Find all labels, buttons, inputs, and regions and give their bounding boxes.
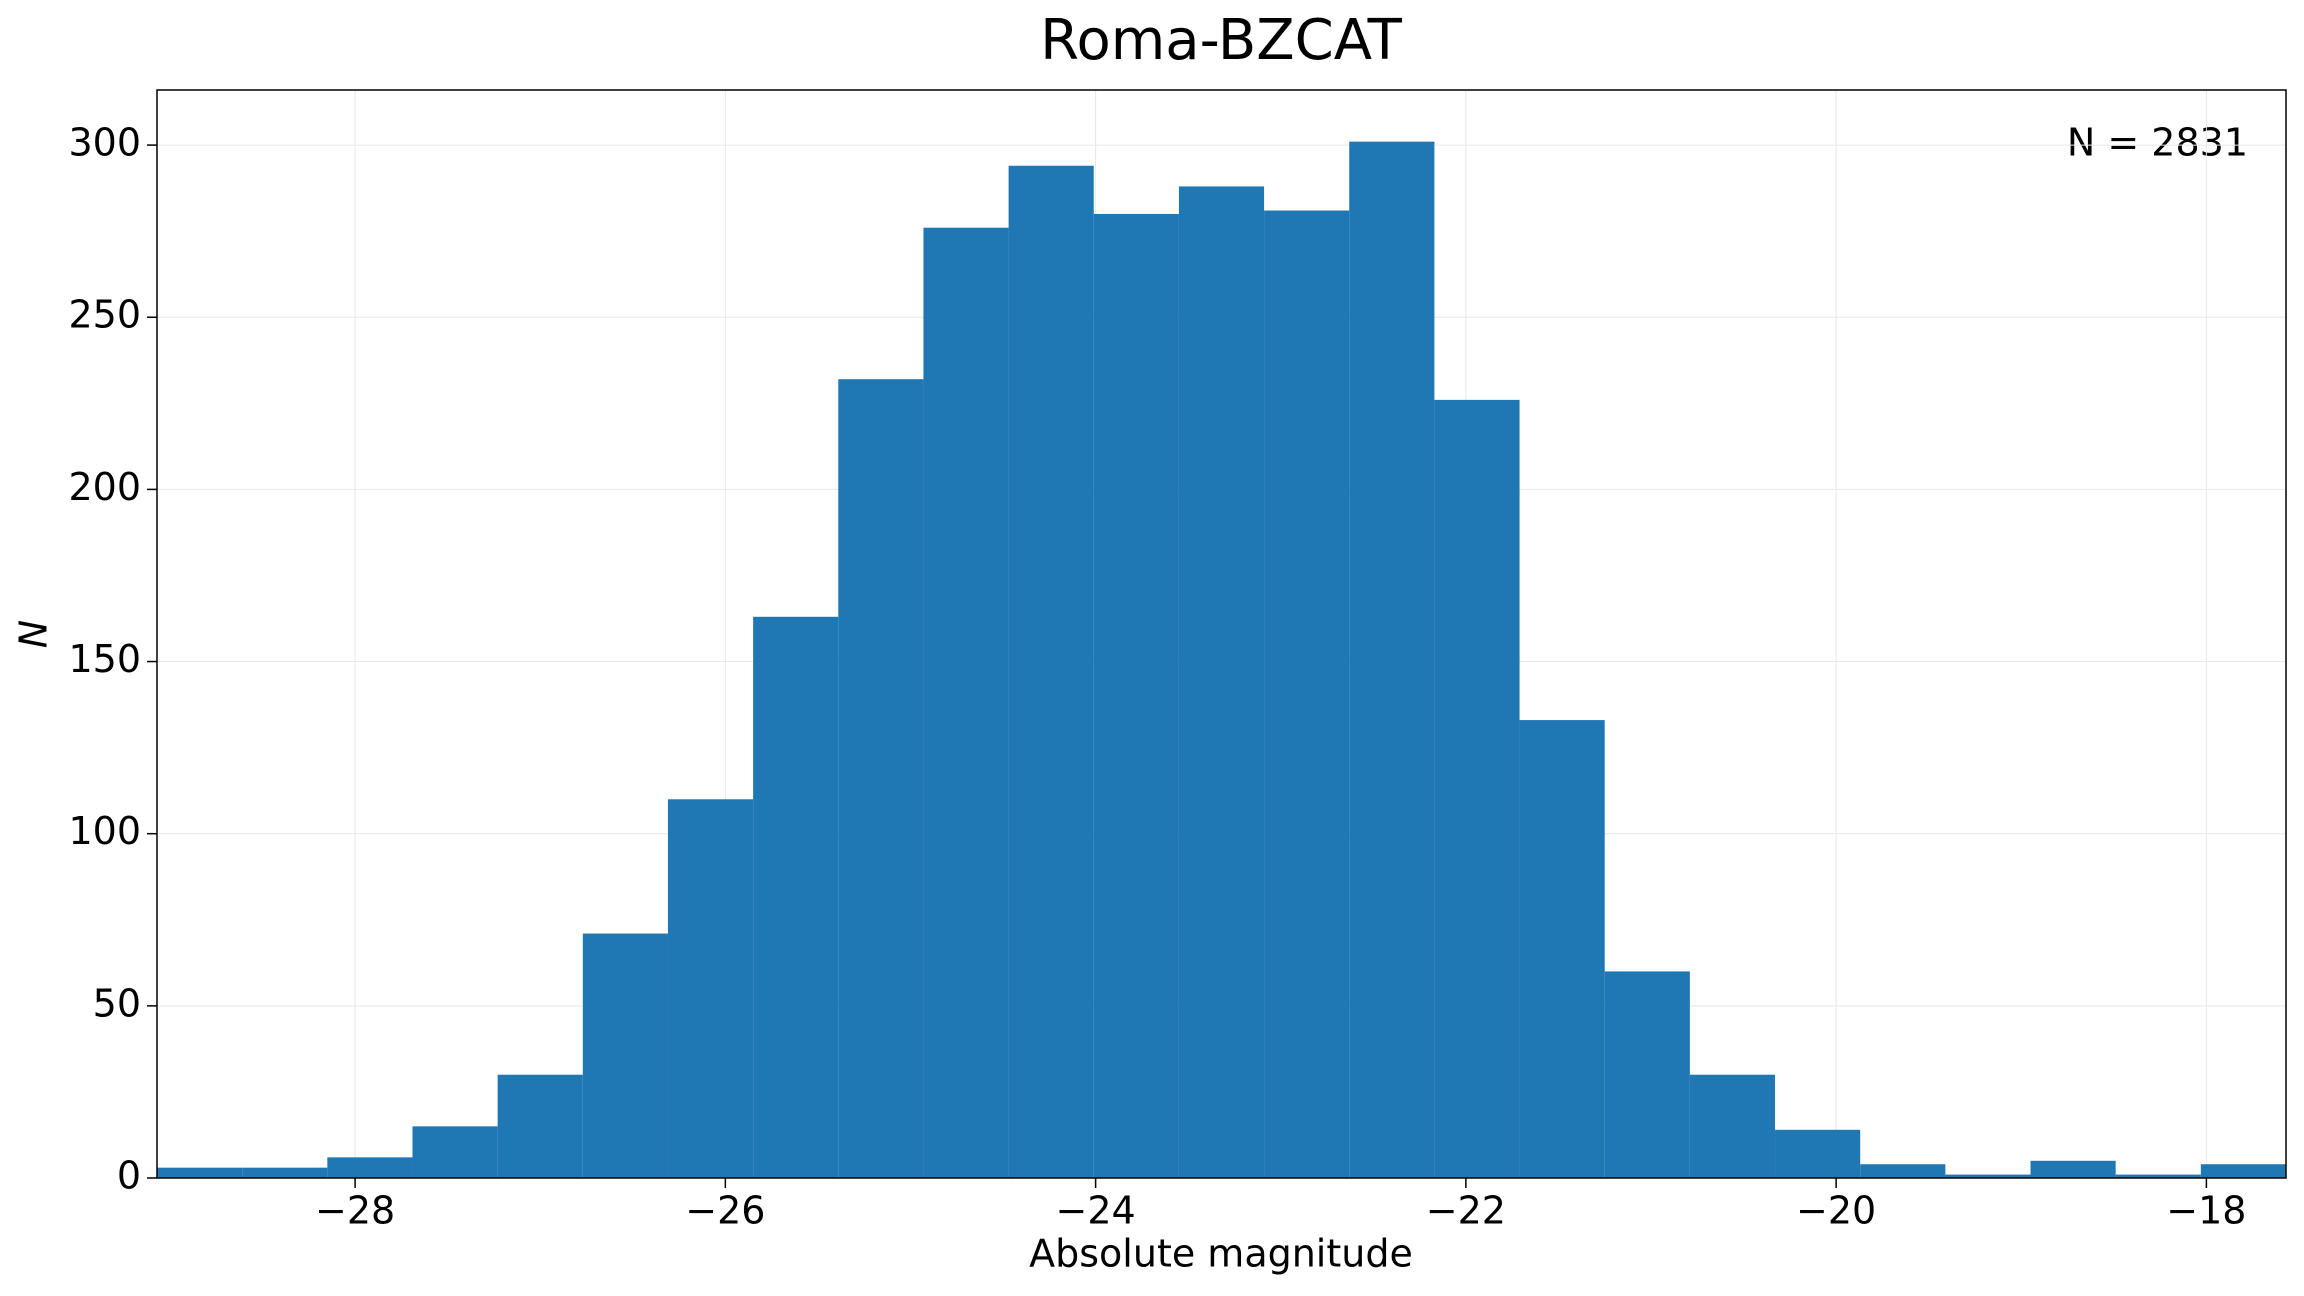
bar [1860, 1164, 1946, 1178]
bar [2115, 1174, 2201, 1178]
x-tick-label: −24 [1056, 1189, 1136, 1233]
bar [412, 1126, 498, 1178]
bar [582, 933, 668, 1178]
bar [1604, 971, 1690, 1178]
y-tick-label: 50 [93, 981, 141, 1025]
bar [1434, 399, 1520, 1178]
bar [667, 799, 754, 1178]
bar [1264, 210, 1350, 1178]
x-tick-label: −28 [315, 1189, 395, 1233]
y-tick-label: 150 [68, 637, 141, 681]
y-tick-label: 300 [68, 121, 141, 165]
bar [1093, 213, 1179, 1179]
x-axis-label: Absolute magnitude [1029, 1232, 1413, 1276]
bar [1689, 1074, 1776, 1178]
bar [497, 1074, 583, 1178]
bar [1178, 186, 1265, 1179]
bar [1775, 1129, 1861, 1178]
bar [2030, 1160, 2116, 1178]
y-tick-label: 0 [117, 1154, 141, 1198]
plot-frame [156, 89, 2287, 1179]
bar [327, 1157, 413, 1178]
bar [838, 379, 924, 1178]
bar [1008, 165, 1094, 1179]
y-tick-label: 200 [68, 465, 141, 509]
bar [1349, 141, 1435, 1179]
bar [923, 227, 1009, 1179]
x-tick-label: −26 [685, 1189, 765, 1233]
x-tick-label: −20 [1796, 1189, 1876, 1233]
y-tick-label: 250 [68, 293, 141, 337]
annotation: N = 2831 [2067, 121, 2248, 165]
bar [2200, 1164, 2286, 1178]
bar [242, 1167, 328, 1178]
y-axis-label: N [12, 620, 56, 648]
x-tick-label: −18 [2166, 1189, 2246, 1233]
y-tick-label: 100 [68, 809, 141, 853]
bar [1519, 720, 1605, 1178]
bar [157, 1167, 243, 1178]
bar [753, 616, 839, 1178]
bar [1945, 1174, 2031, 1178]
x-tick-label: −22 [1426, 1189, 1506, 1233]
chart-title: Roma-BZCAT [1040, 8, 1403, 73]
